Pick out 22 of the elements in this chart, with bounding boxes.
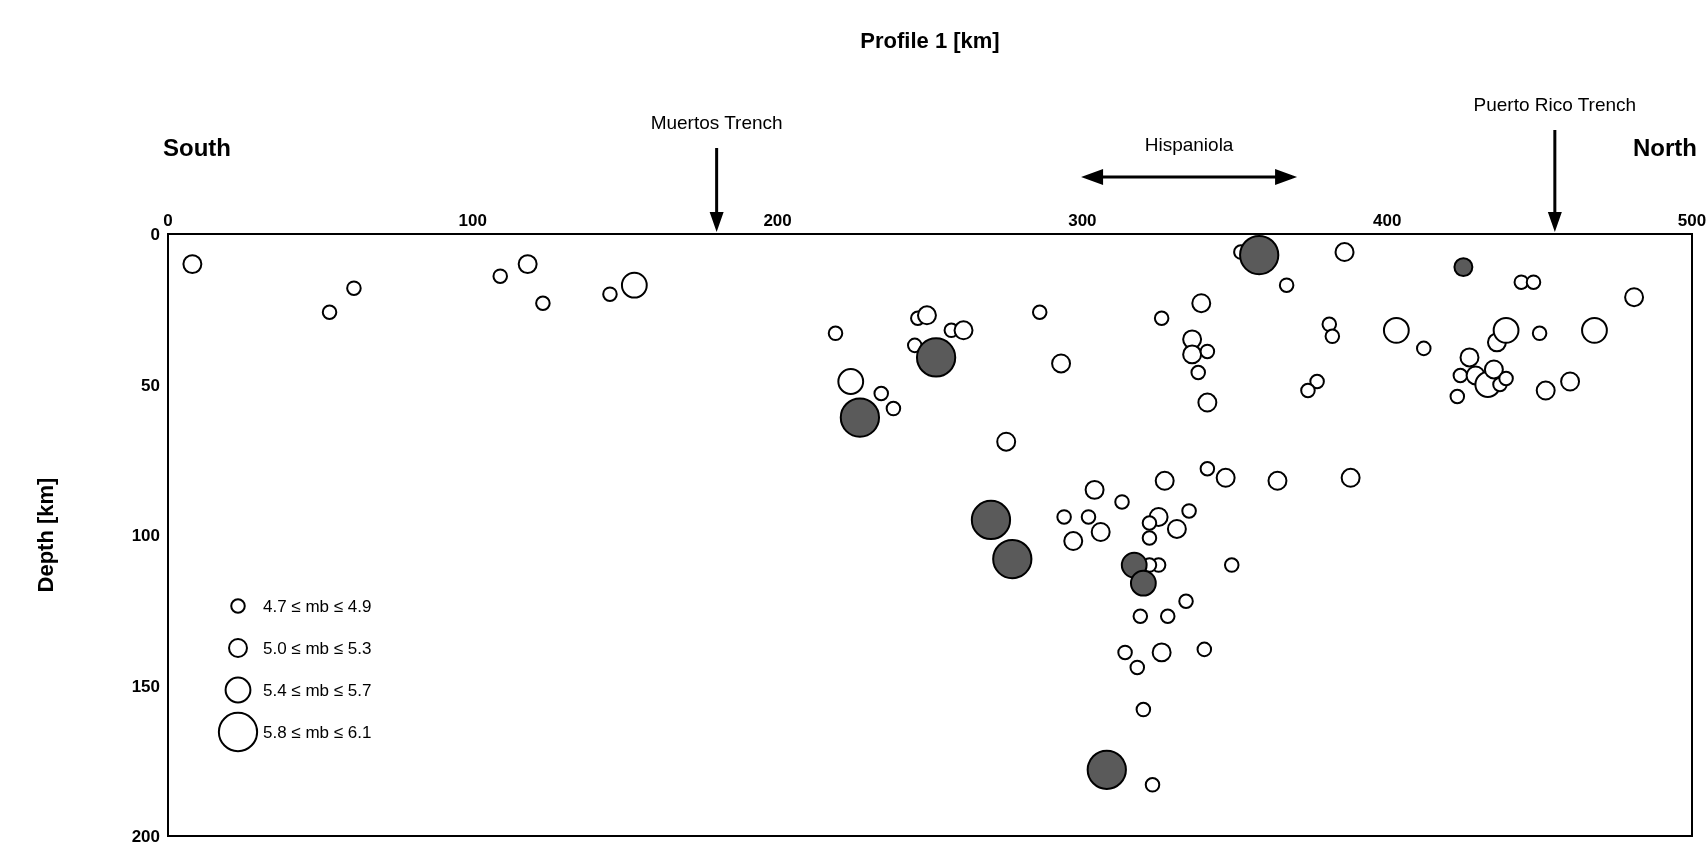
text: Profile 1 [km] bbox=[860, 28, 1000, 53]
y-axis-title: Depth [km] bbox=[33, 477, 58, 593]
text: South bbox=[163, 134, 231, 161]
text: North bbox=[1633, 134, 1697, 161]
x-tick-label: 400 bbox=[1373, 211, 1402, 230]
text: Muertos Trench bbox=[650, 112, 783, 133]
y-tick-label: 0 bbox=[150, 225, 160, 245]
x-tick-label: 500 bbox=[1677, 211, 1707, 230]
y-tick-label: 150 bbox=[131, 676, 160, 696]
y-tick-label: 50 bbox=[141, 375, 160, 395]
x-tick-label: 0 bbox=[163, 211, 173, 230]
y-tick-label: 100 bbox=[131, 526, 160, 546]
legend-label: 4.7 ≤ mb ≤ 4.9 bbox=[263, 597, 372, 616]
x-tick-label: 200 bbox=[763, 211, 792, 230]
y-tick-label: 200 bbox=[131, 827, 160, 844]
legend-label: 5.4 ≤ mb ≤ 5.7 bbox=[263, 681, 372, 700]
x-tick-label: 100 bbox=[458, 211, 487, 230]
x-tick-label: 300 bbox=[1068, 211, 1097, 230]
text: Puerto Rico Trench bbox=[1473, 94, 1637, 115]
text: Hispaniola bbox=[1144, 134, 1234, 155]
legend-label: 5.0 ≤ mb ≤ 5.3 bbox=[263, 639, 372, 658]
legend-label: 5.8 ≤ mb ≤ 6.1 bbox=[263, 723, 372, 742]
